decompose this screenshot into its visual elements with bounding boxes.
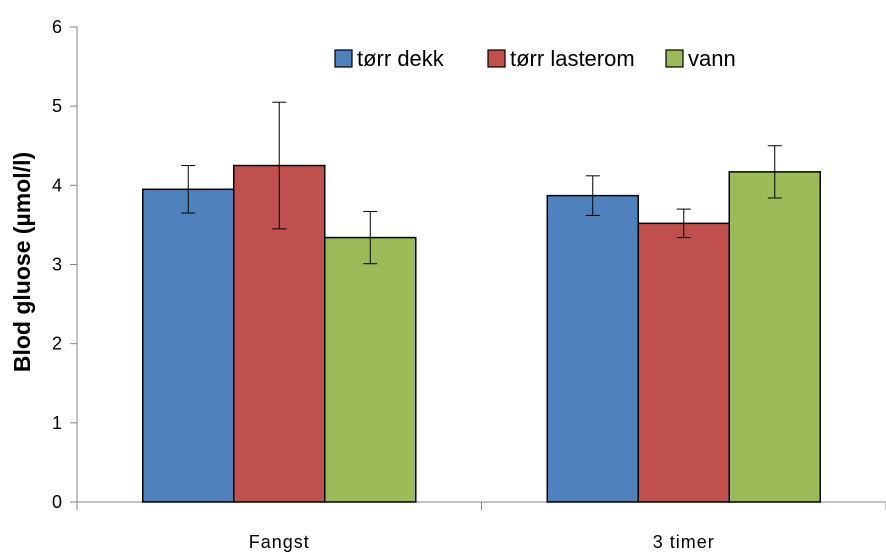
y-tick-label: 3 [52, 255, 62, 275]
bar [324, 236, 417, 503]
y-axis: 0 1 2 3 4 5 6 [52, 17, 78, 512]
y-tick-label: 1 [52, 413, 62, 433]
legend-label: tørr dekk [357, 46, 445, 71]
legend-swatch [334, 49, 353, 68]
bar [637, 222, 730, 503]
x-tick-label: Fangst [249, 532, 310, 552]
y-axis-title: Blod gluose (µmol/l) [9, 152, 35, 372]
x-tick-label: 3 timer [653, 532, 715, 552]
error-bar [767, 145, 782, 199]
legend-item: vann [665, 46, 736, 71]
legend-item: tørr lasterom [487, 46, 635, 71]
legend-label: vann [688, 46, 736, 71]
bar [546, 194, 639, 503]
legend-swatch [665, 49, 684, 68]
error-bar [272, 101, 287, 230]
legend-item: tørr dekk [334, 46, 445, 71]
y-tick-label: 0 [52, 492, 62, 512]
error-bar [181, 165, 196, 214]
x-axis: Fangst 3 timer [76, 501, 886, 552]
bar [142, 188, 235, 503]
bar [728, 171, 821, 503]
error-bar [585, 175, 600, 216]
bars [142, 164, 821, 503]
y-tick-label: 2 [52, 334, 62, 354]
error-bar [363, 210, 378, 265]
legend: tørr dekk tørr lasterom vann [334, 46, 736, 71]
legend-swatch [487, 49, 506, 68]
legend-label: tørr lasterom [510, 46, 635, 71]
error-bars [181, 101, 782, 265]
error-bar [676, 208, 691, 239]
y-tick-label: 6 [52, 17, 62, 37]
y-tick-label: 4 [52, 175, 62, 195]
y-tick-label: 5 [52, 96, 62, 116]
